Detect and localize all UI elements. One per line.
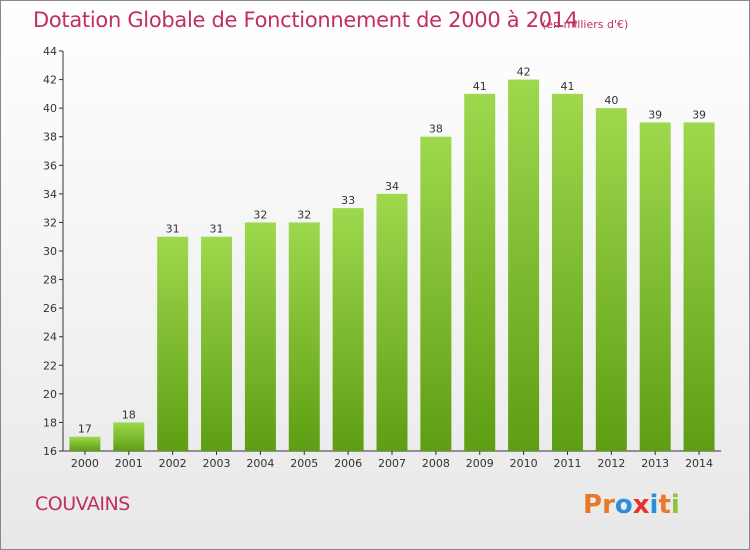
chart-labels: 17 2000 18 2001 31 2002 31 2003 32 2004 32 2005 33 20… bbox=[71, 66, 713, 470]
bar-value-label: 42 bbox=[517, 66, 531, 79]
logo-letter: i bbox=[649, 490, 659, 520]
bar-value-label: 38 bbox=[429, 123, 443, 136]
bar bbox=[639, 122, 671, 451]
y-tick-label: 34 bbox=[43, 188, 57, 201]
bar-value-label: 17 bbox=[78, 423, 92, 436]
chart-unit-label: (en milliers d'€) bbox=[542, 18, 629, 31]
x-tick-label: 2010 bbox=[510, 457, 538, 470]
y-tick-label: 36 bbox=[43, 159, 57, 172]
y-tick-label: 44 bbox=[43, 45, 57, 58]
bar-value-label: 41 bbox=[560, 80, 574, 93]
bar-value-label: 39 bbox=[692, 108, 706, 121]
bar bbox=[508, 79, 540, 452]
bar bbox=[464, 93, 496, 451]
x-tick-label: 2009 bbox=[466, 457, 494, 470]
proxiti-logo: Proxiti bbox=[583, 490, 680, 520]
bar bbox=[332, 208, 364, 451]
chart-title: Dotation Globale de Fonctionnement de 20… bbox=[33, 8, 578, 32]
bar-value-label: 39 bbox=[648, 108, 662, 121]
x-tick-label: 2006 bbox=[334, 457, 362, 470]
y-tick-label: 18 bbox=[43, 416, 57, 429]
chart-bars bbox=[69, 79, 715, 452]
x-tick-label: 2012 bbox=[597, 457, 625, 470]
y-tick-label: 24 bbox=[43, 331, 57, 344]
logo-letter: x bbox=[632, 490, 650, 520]
y-tick-label: 30 bbox=[43, 245, 57, 258]
bar-value-label: 41 bbox=[473, 80, 487, 93]
logo-letter: P bbox=[583, 490, 603, 520]
x-tick-label: 2000 bbox=[71, 457, 99, 470]
x-tick-label: 2001 bbox=[115, 457, 143, 470]
bar bbox=[157, 236, 189, 451]
x-tick-label: 2014 bbox=[685, 457, 713, 470]
bar bbox=[288, 222, 320, 451]
x-tick-label: 2008 bbox=[422, 457, 450, 470]
bar-value-label: 31 bbox=[166, 223, 180, 236]
bar bbox=[244, 222, 276, 451]
x-tick-label: 2013 bbox=[641, 457, 669, 470]
y-tick-label: 42 bbox=[43, 74, 57, 87]
x-tick-label: 2004 bbox=[246, 457, 274, 470]
x-tick-label: 2011 bbox=[553, 457, 581, 470]
bar-value-label: 32 bbox=[253, 208, 267, 221]
logo-letter: t bbox=[658, 490, 671, 520]
y-tick-label: 32 bbox=[43, 216, 57, 229]
y-tick-label: 38 bbox=[43, 131, 57, 144]
bar-value-label: 33 bbox=[341, 194, 355, 207]
y-tick-label: 28 bbox=[43, 274, 57, 287]
chart-axes: 16 18 20 22 24 26 28 30 32 34 36 38 40 42 44 bbox=[43, 45, 721, 458]
bar bbox=[69, 436, 101, 451]
bar bbox=[683, 122, 715, 451]
bar bbox=[595, 108, 627, 452]
x-tick-label: 2007 bbox=[378, 457, 406, 470]
bar-value-label: 34 bbox=[385, 180, 399, 193]
y-tick-label: 26 bbox=[43, 302, 57, 315]
commune-name: COUVAINS bbox=[35, 493, 130, 515]
bar-value-label: 31 bbox=[210, 223, 224, 236]
logo-letter: i bbox=[670, 490, 680, 520]
bar bbox=[113, 422, 145, 451]
y-tick-label: 40 bbox=[43, 102, 57, 115]
x-tick-label: 2002 bbox=[159, 457, 187, 470]
bar bbox=[201, 236, 233, 451]
logo-letter: r bbox=[602, 490, 615, 520]
bar bbox=[420, 136, 452, 451]
y-tick-label: 16 bbox=[43, 445, 57, 458]
bar-value-label: 18 bbox=[122, 408, 136, 421]
logo-letter: o bbox=[614, 490, 633, 520]
x-tick-label: 2005 bbox=[290, 457, 318, 470]
x-tick-label: 2003 bbox=[203, 457, 231, 470]
bar bbox=[551, 93, 583, 451]
y-tick-label: 22 bbox=[43, 359, 57, 372]
y-tick-label: 20 bbox=[43, 388, 57, 401]
bar bbox=[376, 193, 408, 451]
bar-value-label: 32 bbox=[297, 208, 311, 221]
bar-value-label: 40 bbox=[604, 94, 618, 107]
